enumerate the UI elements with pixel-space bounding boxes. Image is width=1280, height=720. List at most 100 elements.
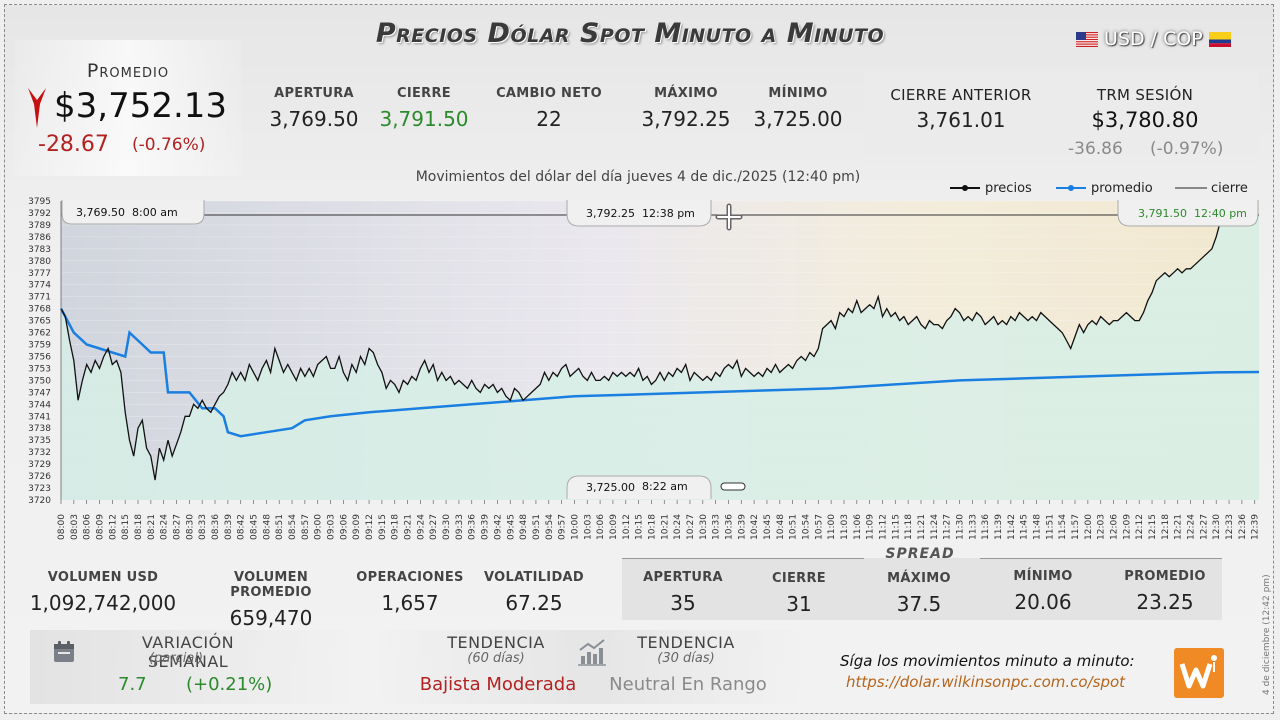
spread-label: MÍNIMO xyxy=(1013,569,1073,584)
stat-cambio-neto: CAMBIO NETO 22 xyxy=(494,86,604,131)
spread-title: SPREAD xyxy=(885,546,955,562)
x-tick-label: 08:51 xyxy=(275,514,285,540)
variacion-value: 7.7 xyxy=(118,674,147,695)
x-tick-label: 11:12 xyxy=(878,514,888,540)
x-tick-label: 09:42 xyxy=(493,514,503,540)
x-tick-label: 10:06 xyxy=(596,514,606,540)
x-tick-label: 10:33 xyxy=(712,514,722,540)
x-tick-label: 09:30 xyxy=(442,514,452,540)
x-tick-label: 11:24 xyxy=(930,514,940,540)
x-tick-label: 09:48 xyxy=(519,514,529,540)
x-tick-label: 09:45 xyxy=(506,514,516,540)
x-tick-label: 11:15 xyxy=(891,514,901,540)
promedio-value: $3,752.13 xyxy=(54,86,228,126)
side-date: 4 de diciembre (12:42 pm) xyxy=(1262,574,1272,695)
x-tick-label: 10:36 xyxy=(724,514,734,540)
stat-trm: TRM SESIÓN $3,780.80 xyxy=(1060,86,1230,132)
x-tick-label: 10:45 xyxy=(763,514,773,540)
stat-label: TRM SESIÓN xyxy=(1096,86,1194,104)
tendencia60-sub: (60 días) xyxy=(467,651,525,666)
x-tick-label: 12:21 xyxy=(1174,514,1184,540)
y-tick-label: 3750 xyxy=(28,376,51,386)
stat-label: VOLUMEN PROMEDIO xyxy=(230,570,312,600)
stat-value: 3,761.01 xyxy=(916,108,1006,132)
x-tick-label: 09:03 xyxy=(327,514,337,540)
y-tick-label: 3756 xyxy=(28,352,51,362)
x-tick-label: 10:57 xyxy=(814,514,824,540)
stat-label: VOLUMEN USD xyxy=(47,570,159,585)
chart-legend: precios promedio cierre xyxy=(950,181,1248,196)
y-tick-label: 3777 xyxy=(28,269,51,279)
legend-dot-promedio xyxy=(1068,185,1074,191)
y-tick-label: 3768 xyxy=(28,305,51,315)
callout-min-time: 8:22 am xyxy=(642,480,688,493)
y-tick-label: 3732 xyxy=(28,448,51,458)
x-tick-label: 08:09 xyxy=(96,514,106,540)
stat-cierre: CIERRE 3,791.50 xyxy=(372,86,476,131)
x-tick-label: 08:57 xyxy=(301,514,311,540)
y-tick-label: 3747 xyxy=(28,388,51,398)
variacion-pct: (+0.21%) xyxy=(186,674,273,695)
x-tick-label: 08:03 xyxy=(70,514,80,540)
x-tick-label: 11:57 xyxy=(1071,514,1081,540)
legend-promedio: promedio xyxy=(1091,181,1153,196)
variacion-label: VARIACIÓN SEMANAL xyxy=(141,633,235,671)
zoom-handle[interactable] xyxy=(720,482,746,491)
y-tick-label: 3786 xyxy=(28,233,51,243)
x-tick-label: 09:51 xyxy=(532,514,542,540)
x-tick-label: 11:00 xyxy=(827,514,837,540)
x-tick-label: 12:39 xyxy=(1251,514,1261,540)
x-tick-label: 10:09 xyxy=(609,514,619,540)
y-tick-label: 3744 xyxy=(28,400,51,410)
stat-maximo: MÁXIMO 3,792.25 xyxy=(634,86,738,131)
stat-value: 1,092,742,000 xyxy=(29,591,177,615)
y-tick-label: 3753 xyxy=(28,364,51,374)
y-tick-label: 3792 xyxy=(28,209,51,219)
callout-max: 3,792.25 12:38 pm xyxy=(566,200,712,227)
y-tick-label: 3780 xyxy=(28,257,51,267)
currency-pair: USD / COP xyxy=(1076,28,1231,50)
x-tick-label: 08:12 xyxy=(108,514,118,540)
callout-min: 3,725.00 8:22 am xyxy=(566,475,712,499)
y-tick-label: 3741 xyxy=(28,412,51,422)
x-tick-label: 09:54 xyxy=(545,514,555,540)
footer-text: Síga los movimientos minuto a minuto: xyxy=(840,652,1135,670)
x-tick-label: 08:21 xyxy=(147,514,157,540)
us-flag-icon xyxy=(1076,31,1098,47)
stat-minimo: MÍNIMO 3,725.00 xyxy=(746,86,850,131)
x-tick-label: 12:12 xyxy=(1135,514,1145,540)
legend-precios: precios xyxy=(985,181,1032,196)
stat-value: 3,769.50 xyxy=(269,107,359,131)
footer-link[interactable]: https://dolar.wilkinsonpc.com.co/spot xyxy=(846,673,1126,691)
promedio-panel xyxy=(14,40,242,176)
y-tick-label: 3729 xyxy=(28,460,51,470)
x-tick-label: 08:45 xyxy=(250,514,260,540)
x-tick-label: 11:03 xyxy=(840,514,850,540)
x-tick-label: 12:00 xyxy=(1084,514,1094,540)
x-tick-label: 09:12 xyxy=(365,514,375,540)
y-tick-label: 3720 xyxy=(28,496,51,506)
spread-value: 20.06 xyxy=(1014,590,1072,614)
stat-label: OPERACIONES xyxy=(356,570,464,585)
crosshair-icon[interactable] xyxy=(715,203,743,231)
chart-subtitle: Movimientos del dólar del día jueves 4 d… xyxy=(415,169,861,185)
x-tick-label: 08:15 xyxy=(121,514,131,540)
stat-volumen-promedio: VOLUMEN PROMEDIO 659,470 xyxy=(192,570,350,630)
callout-min-price: 3,725.00 xyxy=(586,481,635,494)
spread-rule-left xyxy=(622,558,864,559)
x-tick-label: 12:24 xyxy=(1187,514,1197,540)
wilkinson-logo[interactable] xyxy=(1174,648,1224,698)
x-tick-label: 11:27 xyxy=(943,514,953,540)
x-tick-label: 09:18 xyxy=(391,514,401,540)
x-tick-label: 10:00 xyxy=(570,514,580,540)
price-chart: 3720 3723 3726 3729 3732 3735 3738 3741 3744 3747… xyxy=(28,181,1261,540)
stat-value: 67.25 xyxy=(505,591,563,615)
spread-label: MÁXIMO xyxy=(887,571,951,586)
x-tick-label: 11:30 xyxy=(956,514,966,540)
x-tick-label: 10:15 xyxy=(635,514,645,540)
x-tick-label: 08:36 xyxy=(211,514,221,540)
x-tick-label: 12:27 xyxy=(1199,514,1209,540)
tendencia-panel xyxy=(380,630,800,704)
y-tick-label: 3759 xyxy=(28,341,51,351)
promedio-label: Promedio xyxy=(86,60,170,82)
